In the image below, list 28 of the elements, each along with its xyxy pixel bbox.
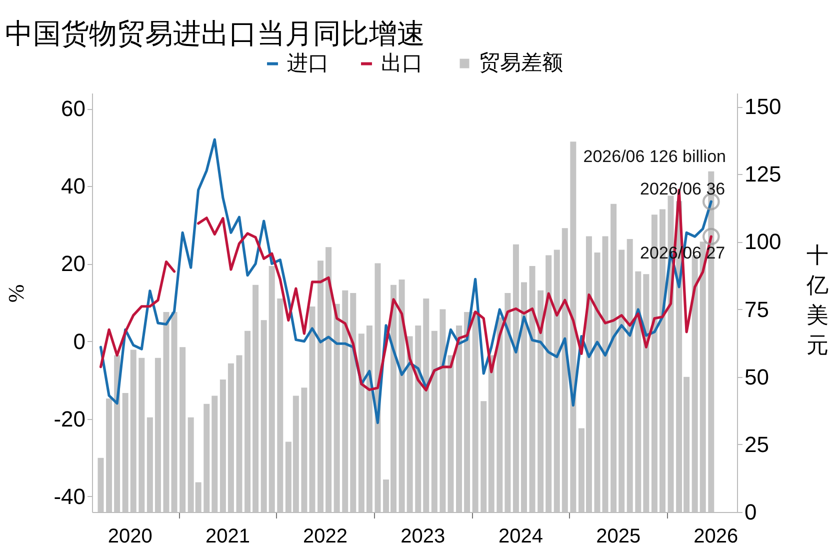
y2-tick-label: 0: [744, 500, 757, 524]
legend-label: 进口: [287, 50, 329, 75]
y2-tick-label: 50: [744, 364, 769, 390]
x-tick-label: 2023: [400, 526, 446, 548]
annotation: 2026/06 126 billion: [583, 147, 726, 166]
legend-label: 出口: [381, 50, 423, 75]
y2-tick-label: 150: [744, 94, 782, 120]
x-tick-label: 2020: [108, 526, 152, 548]
y2-tick-label: 25: [744, 432, 769, 457]
y-tick-label: 40: [61, 174, 86, 199]
y-tick-label: -40: [54, 484, 86, 509]
x-tick-label: 2021: [205, 526, 250, 548]
y-tick-label: 0: [73, 328, 86, 354]
x-tick-label: 2026: [694, 526, 738, 548]
x-tick-label: 2022: [303, 526, 348, 548]
y-tick-label: 60: [61, 96, 86, 122]
x-tick-label: 2025: [596, 526, 641, 548]
y2-tick-label: 125: [744, 162, 782, 187]
annotation: 2026/06 36: [640, 180, 726, 199]
legend-label: 贸易差额: [479, 50, 563, 74]
chart-title: 中国货物贸易进出口当月同比增速: [5, 19, 425, 50]
y2-axis-title: 十亿美元: [806, 242, 828, 358]
y2-tick-label: 100: [744, 229, 782, 254]
y-axis-title: %: [4, 284, 28, 303]
x-tick-label: 2024: [498, 526, 543, 548]
y2-tick-label: 75: [744, 296, 769, 322]
y-tick-label: 20: [61, 251, 86, 276]
y-tick-label: -20: [54, 406, 86, 432]
